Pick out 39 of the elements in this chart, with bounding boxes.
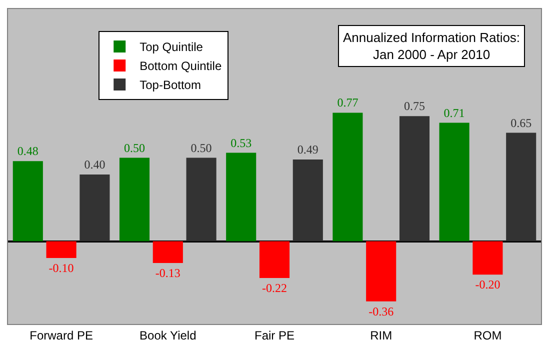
data-label: 0.50 [124,140,145,155]
bar [259,241,290,278]
bar [506,132,536,242]
bar [12,161,43,242]
x-tick-label: RIM [370,328,392,342]
legend-label: Bottom Quintile [140,59,222,74]
data-label: 0.50 [190,140,212,155]
x-tick-label: Fair PE [254,328,295,342]
data-label: -0.20 [475,278,500,292]
bar [152,241,183,263]
bar [332,112,363,242]
data-label: 0.40 [84,158,106,172]
data-label: 0.49 [297,142,318,156]
bar [472,241,503,275]
bar [292,159,323,242]
legend-label: Top Quintile [140,40,204,54]
chart-title: Annualized Information Ratios: Jan 2000 - Apr 2010 [343,30,520,62]
bar [80,174,110,242]
legend-label: Top-Bottom [140,78,201,92]
bar [46,241,76,258]
bar [399,116,430,242]
x-tick-label: Forward PE [30,328,93,342]
x-tick-label: Book Yield [140,328,196,342]
data-label: 0.71 [444,106,465,120]
x-tick-label: ROM [474,328,502,342]
bar [186,158,216,242]
data-label: -0.10 [48,260,74,275]
data-label: 0.75 [404,99,425,114]
bar [439,122,470,242]
data-label: -0.22 [262,281,287,295]
bar [226,152,256,242]
bar [119,158,150,242]
data-label: 0.48 [17,144,38,158]
data-label: 0.65 [510,116,532,130]
data-label: 0.53 [230,136,252,150]
data-label: 0.77 [337,96,358,110]
data-label: -0.36 [368,304,394,318]
data-label: -0.13 [155,266,180,280]
bar [366,241,396,302]
